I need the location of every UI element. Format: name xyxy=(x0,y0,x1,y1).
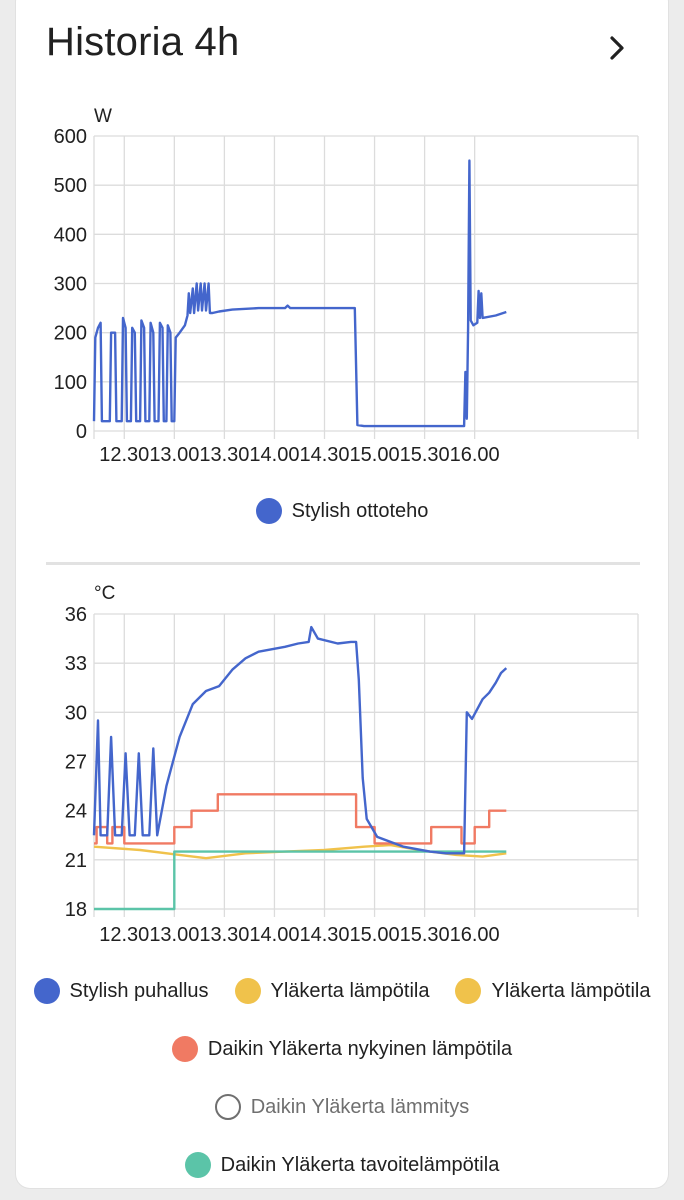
legend-color-dot-icon xyxy=(455,978,482,1004)
y-tick-label: 200 xyxy=(54,323,87,345)
y-tick-label: 21 xyxy=(65,850,87,872)
temperature-legend-row-4: Daikin Yläkerta tavoitelämpötila xyxy=(0,1152,684,1178)
legend-item[interactable]: Daikin Yläkerta nykyinen lämpötila xyxy=(171,1036,513,1062)
x-tick-label: 13.00 xyxy=(149,444,199,466)
legend-label: Daikin Yläkerta tavoitelämpötila xyxy=(220,1153,500,1176)
series-line-0[interactable] xyxy=(92,625,508,855)
legend-item[interactable]: Daikin Yläkerta lämmitys xyxy=(214,1094,470,1120)
x-tick-label: 13.30 xyxy=(199,444,249,466)
y-tick-label: 18 xyxy=(65,899,87,921)
page-title: Historia 4h xyxy=(46,20,240,64)
legend-item[interactable]: Yläkerta lämpötila xyxy=(455,978,650,1004)
temperature-legend-row-3: Daikin Yläkerta lämmitys xyxy=(0,1094,684,1120)
x-tick-label: 12.30 xyxy=(99,924,149,946)
y-tick-label: 100 xyxy=(54,372,87,394)
temperature-legend-row-2: Daikin Yläkerta nykyinen lämpötila xyxy=(0,1036,684,1062)
legend-item[interactable]: Stylish ottoteho xyxy=(255,498,429,524)
power-chart[interactable]: W 600 500 400 300 200 100 0 12.30 13.00 13.30 14.00… xyxy=(0,95,684,575)
legend-label: Stylish ottoteho xyxy=(291,499,429,522)
x-tick-label: 14.30 xyxy=(299,444,349,466)
legend-label: Daikin Yläkerta lämmitys xyxy=(250,1095,470,1118)
legend-item[interactable]: Daikin Yläkerta tavoitelämpötila xyxy=(184,1152,500,1178)
x-tick-label: 14.00 xyxy=(249,924,299,946)
temperature-chart[interactable]: °C 36 33 30 27 24 21 18 12.30 13.00 13.30 14.00 14.3… xyxy=(0,575,684,955)
legend-label: Yläkerta lämpötila xyxy=(491,979,651,1002)
series-line-0[interactable] xyxy=(92,159,507,428)
x-tick-label: 14.30 xyxy=(299,924,349,946)
chart-divider xyxy=(46,562,640,565)
chevron-right-icon[interactable] xyxy=(600,30,636,66)
y-tick-label: 300 xyxy=(54,274,87,296)
y-tick-label: 36 xyxy=(65,604,87,626)
temperature-legend-row-1: Stylish puhallus Yläkerta lämpötila Yläker… xyxy=(0,978,684,1004)
legend-color-dot-icon xyxy=(214,1094,241,1120)
x-tick-label: 15.30 xyxy=(400,924,450,946)
y-unit-label: °C xyxy=(94,583,115,604)
x-tick-label: 12.30 xyxy=(99,444,149,466)
x-tick-label: 16.00 xyxy=(450,924,500,946)
x-tick-label: 14.00 xyxy=(249,444,299,466)
y-tick-label: 600 xyxy=(54,126,87,148)
legend-color-dot-icon xyxy=(184,1152,211,1178)
x-tick-label: 15.30 xyxy=(400,444,450,466)
x-tick-label: 15.00 xyxy=(350,924,400,946)
y-tick-label: 24 xyxy=(65,801,87,823)
y-tick-label: 30 xyxy=(65,702,87,724)
y-unit-label: W xyxy=(94,106,112,127)
y-tick-label: 500 xyxy=(54,175,87,197)
y-tick-label: 27 xyxy=(65,752,87,774)
x-tick-label: 13.00 xyxy=(149,924,199,946)
legend-label: Yläkerta lämpötila xyxy=(270,979,430,1002)
series-line-2[interactable] xyxy=(94,793,507,845)
legend-label: Daikin Yläkerta nykyinen lämpötila xyxy=(207,1037,513,1060)
y-tick-label: 0 xyxy=(76,421,87,443)
legend-item[interactable]: Yläkerta lämpötila xyxy=(234,978,430,1004)
legend-item[interactable]: Stylish puhallus xyxy=(33,978,209,1004)
x-tick-label: 15.00 xyxy=(350,444,400,466)
x-tick-label: 16.00 xyxy=(450,444,500,466)
y-tick-label: 400 xyxy=(54,224,87,246)
x-tick-label: 13.30 xyxy=(199,924,249,946)
power-chart-legend: Stylish ottoteho xyxy=(0,498,684,524)
legend-color-dot-icon xyxy=(171,1036,198,1062)
legend-label: Stylish puhallus xyxy=(69,979,209,1002)
legend-color-dot-icon xyxy=(234,978,261,1004)
legend-color-dot-icon xyxy=(255,498,282,524)
legend-color-dot-icon xyxy=(33,978,60,1004)
y-tick-label: 33 xyxy=(65,653,87,675)
